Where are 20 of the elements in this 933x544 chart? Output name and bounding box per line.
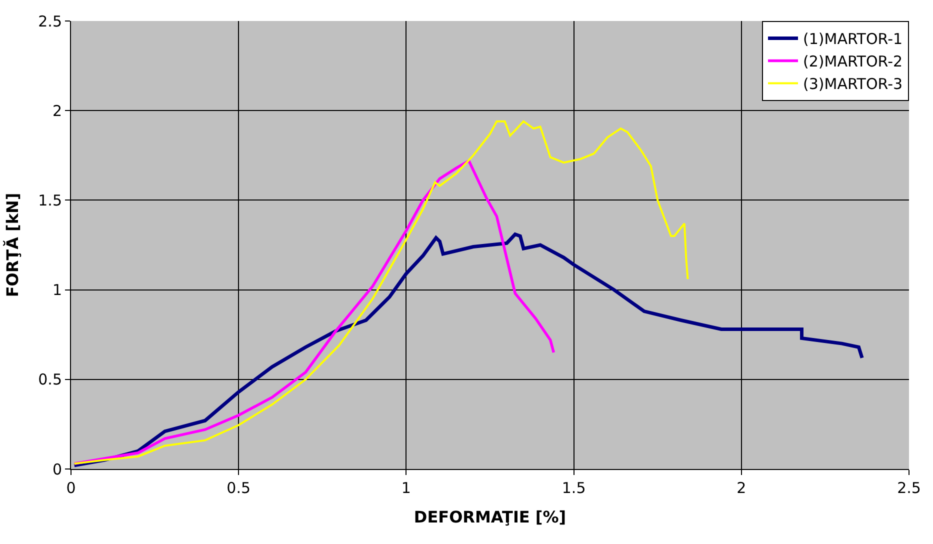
y-tick-label: 1.5 [38, 191, 62, 210]
legend-label: (1)MARTOR-1 [803, 30, 903, 48]
x-axis-title: DEFORMAŢIE [%] [414, 508, 566, 527]
x-tick-label: 0.5 [226, 479, 251, 497]
legend-label: (2)MARTOR-2 [803, 52, 903, 71]
x-tick-label: 2 [736, 479, 746, 497]
y-tick-label: 0 [52, 460, 62, 478]
x-tick-label: 2.5 [897, 479, 921, 497]
y-axis-title: FORŢĂ [kN] [3, 192, 22, 298]
x-tick-label: 0 [66, 479, 76, 497]
line-series [72, 159, 556, 465]
y-tick-label: 2 [52, 102, 62, 120]
line-series [72, 232, 864, 468]
y-tick-label: 0.5 [38, 370, 62, 389]
x-tick-label: 1 [401, 479, 411, 497]
line-series [73, 120, 689, 465]
legend-label: (3)MARTOR-3 [803, 75, 903, 94]
y-tick-label: 2.5 [38, 12, 62, 30]
y-tick-label: 1 [52, 281, 62, 300]
x-tick-label: 1.5 [562, 479, 586, 497]
